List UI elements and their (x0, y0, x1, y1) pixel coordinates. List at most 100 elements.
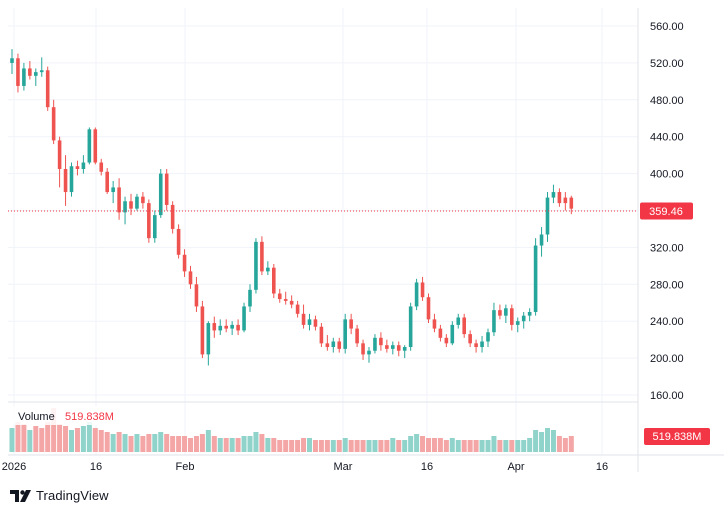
candle (39, 57, 44, 77)
candle-body (408, 306, 413, 348)
grid-lines (8, 8, 638, 455)
volume-bar (515, 440, 521, 452)
candle (117, 178, 121, 220)
volume-bar (473, 440, 479, 452)
candle (16, 53, 20, 93)
volume-bar (211, 436, 217, 452)
volume-bar (33, 426, 39, 452)
volume-bar (443, 440, 449, 452)
volume-bar (134, 434, 140, 452)
candle-body (432, 319, 437, 329)
candle (51, 99, 56, 145)
candle-body (200, 306, 205, 355)
candle (266, 261, 270, 276)
candle-body (367, 350, 371, 355)
candle-body (355, 328, 359, 344)
candle (456, 313, 461, 329)
candle (147, 199, 151, 243)
volume-bar (295, 440, 301, 452)
candle (474, 339, 478, 353)
volume-legend-value: 519.838M (65, 411, 114, 423)
candle-body (254, 241, 258, 290)
volume-bar (402, 440, 408, 452)
volume-bar (497, 440, 503, 452)
candle (313, 315, 318, 331)
candle (81, 155, 86, 174)
candle-body (194, 284, 199, 307)
candle (337, 337, 342, 353)
volume-bar (86, 422, 92, 452)
volume-bar (390, 438, 396, 452)
candle (331, 337, 336, 353)
time-tick-label: 16 (596, 461, 608, 473)
candle-body (569, 197, 574, 209)
candle-body (75, 166, 80, 169)
candle (557, 188, 562, 207)
volume-bar (396, 440, 402, 452)
volume-bar (449, 438, 455, 452)
volume-bar (562, 438, 568, 452)
candle (230, 321, 234, 336)
volume-bar (348, 440, 354, 452)
volume-bar (235, 438, 241, 452)
candle (206, 321, 211, 366)
candle-body (28, 68, 32, 76)
price-tick-label: 200.00 (650, 353, 684, 365)
time-axis: 2026 16 Feb Mar 16 Apr 16 (2, 461, 608, 473)
volume-bars (9, 408, 574, 452)
candle-body (153, 215, 157, 239)
candle (170, 201, 175, 234)
candle (141, 192, 145, 209)
candle-body (51, 107, 56, 141)
candle-body (456, 317, 461, 325)
candle (510, 304, 514, 331)
tradingview-logo[interactable]: TradingView (10, 488, 109, 503)
volume-bar (217, 438, 223, 452)
candle-body (63, 168, 68, 193)
volume-bar (503, 440, 509, 452)
candle (414, 278, 419, 311)
price-tick-label: 520.00 (650, 58, 684, 70)
candle-body (93, 129, 98, 163)
volume-bar (164, 434, 170, 452)
candle-body (337, 341, 342, 349)
candle-body (34, 72, 38, 76)
candle (289, 295, 294, 309)
volume-bar (556, 436, 562, 452)
candle-body (480, 341, 484, 348)
candle (432, 313, 437, 333)
volume-bar (188, 438, 193, 452)
volume-bar (45, 422, 51, 452)
volume-bar (461, 440, 467, 452)
candle-body (266, 267, 270, 272)
candle-body (111, 187, 115, 193)
candle-body (242, 306, 246, 331)
candle (420, 276, 425, 301)
volume-bar (122, 434, 128, 452)
volume-bar (92, 428, 98, 452)
candle (301, 304, 306, 329)
volume-bar (223, 438, 229, 452)
candle-body (123, 201, 127, 213)
candle (224, 319, 228, 333)
candle (307, 313, 312, 331)
price-tick-label: 440.00 (650, 132, 684, 144)
volume-bar (342, 438, 348, 452)
volume-bar (485, 440, 491, 452)
candle-body (45, 70, 50, 108)
candle-body (504, 308, 508, 316)
volume-bar (9, 428, 15, 452)
tradingview-logo-icon (10, 489, 31, 502)
candle-body (105, 171, 109, 193)
candle-body (283, 299, 288, 301)
candle-body (224, 325, 228, 329)
candle-body (272, 267, 276, 294)
candle-body (277, 293, 282, 300)
volume-bar (98, 430, 104, 452)
candle (325, 335, 330, 351)
candle-body (539, 234, 544, 246)
volume-bar (289, 440, 295, 452)
candle-body (141, 196, 145, 204)
candle (444, 334, 449, 348)
